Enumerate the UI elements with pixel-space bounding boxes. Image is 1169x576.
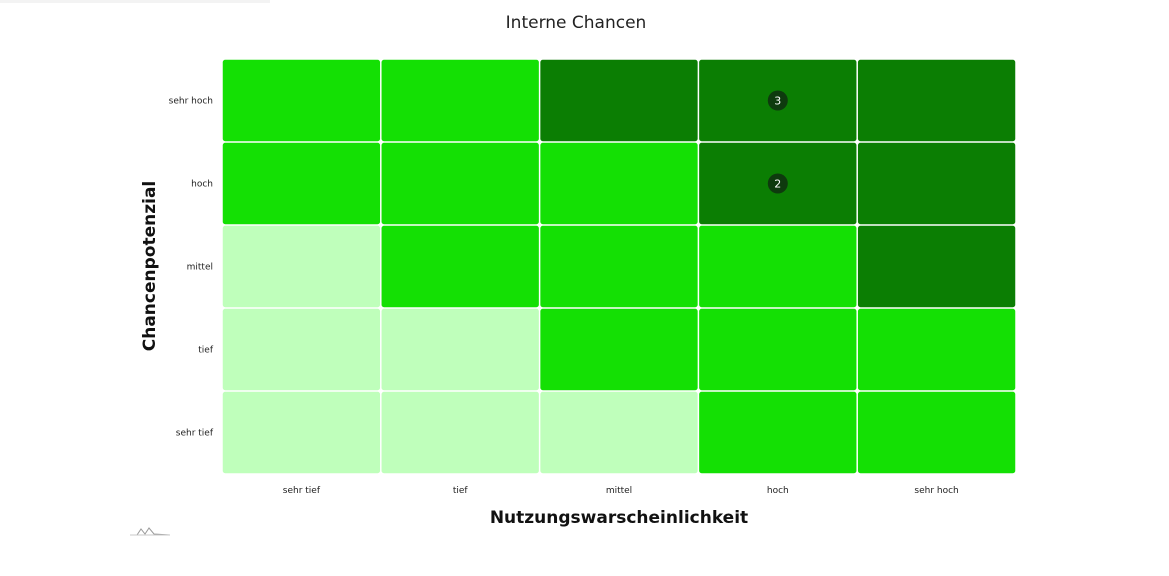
heatmap-cell-sehr-tief-sehr-tief	[222, 391, 381, 474]
chart-title: Interne Chancen	[506, 13, 647, 33]
heatmap-cell-mittel-mittel	[540, 225, 698, 308]
heatmap-cell-sehr-tief-sehr-hoch	[222, 59, 381, 142]
heatmap-cell-tief-sehr-tief	[381, 391, 539, 474]
y-tick-labels: sehr tief tief mittel hoch sehr hoch	[169, 97, 214, 439]
y-tick-label: hoch	[191, 180, 213, 190]
badge-count: 2	[774, 178, 781, 191]
heatmap-cell-tief-hoch	[381, 142, 539, 225]
heatmap-cell-sehr-tief-hoch	[222, 142, 381, 225]
heatmap-cell-sehr-hoch-sehr-tief	[857, 391, 1016, 474]
heatmap-cell-sehr-hoch-tief	[857, 308, 1016, 391]
heatmap-cell-sehr-tief-tief	[222, 308, 381, 391]
heatmap-cell-tief-tief	[381, 308, 539, 391]
heatmap-cell-hoch-sehr-tief	[699, 391, 857, 474]
risk-count-badge[interactable]: 3	[767, 90, 788, 111]
heatmap-cell-mittel-sehr-hoch	[540, 59, 698, 142]
heatmap-cell-mittel-sehr-tief	[540, 391, 698, 474]
x-tick-label: sehr tief	[283, 486, 321, 496]
y-tick-label: sehr tief	[176, 429, 214, 439]
y-tick-label: tief	[198, 346, 214, 356]
heatmap-cell-sehr-hoch-sehr-hoch	[857, 59, 1016, 142]
heatmap-cell-mittel-tief	[540, 308, 698, 391]
heatmap-cell-mittel-hoch	[540, 142, 698, 225]
risk-count-badge[interactable]: 2	[767, 173, 788, 194]
x-tick-label: sehr hoch	[914, 486, 958, 496]
x-tick-label: tief	[453, 486, 469, 496]
badge-circle	[767, 173, 788, 194]
heatmap-cell-hoch-tief	[699, 308, 857, 391]
x-tick-label: mittel	[606, 486, 632, 496]
y-tick-label: mittel	[187, 263, 213, 273]
badge-circle	[767, 90, 788, 111]
heatmap-cells	[222, 59, 1016, 474]
heatmap-cell-hoch-mittel	[699, 225, 857, 308]
heatmap-markers: 32	[767, 90, 788, 194]
heatmap-cell-sehr-tief-mittel	[222, 225, 381, 308]
x-tick-label: hoch	[767, 486, 789, 496]
x-tick-labels: sehr tief tief mittel hoch sehr hoch	[283, 486, 959, 496]
y-tick-label: sehr hoch	[169, 97, 213, 107]
heatmap-cell-tief-sehr-hoch	[381, 59, 539, 142]
chart-logo-icon	[130, 527, 171, 536]
x-axis-title: Nutzungswarscheinlichkeit	[490, 508, 748, 528]
heatmap-cell-tief-mittel	[381, 225, 539, 308]
y-axis-title: Chancenpotenzial	[140, 181, 160, 352]
heatmap-cell-sehr-hoch-hoch	[857, 142, 1016, 225]
heatmap-cell-sehr-hoch-mittel	[857, 225, 1016, 308]
top-edge-bar	[0, 0, 270, 3]
badge-count: 3	[774, 95, 781, 108]
